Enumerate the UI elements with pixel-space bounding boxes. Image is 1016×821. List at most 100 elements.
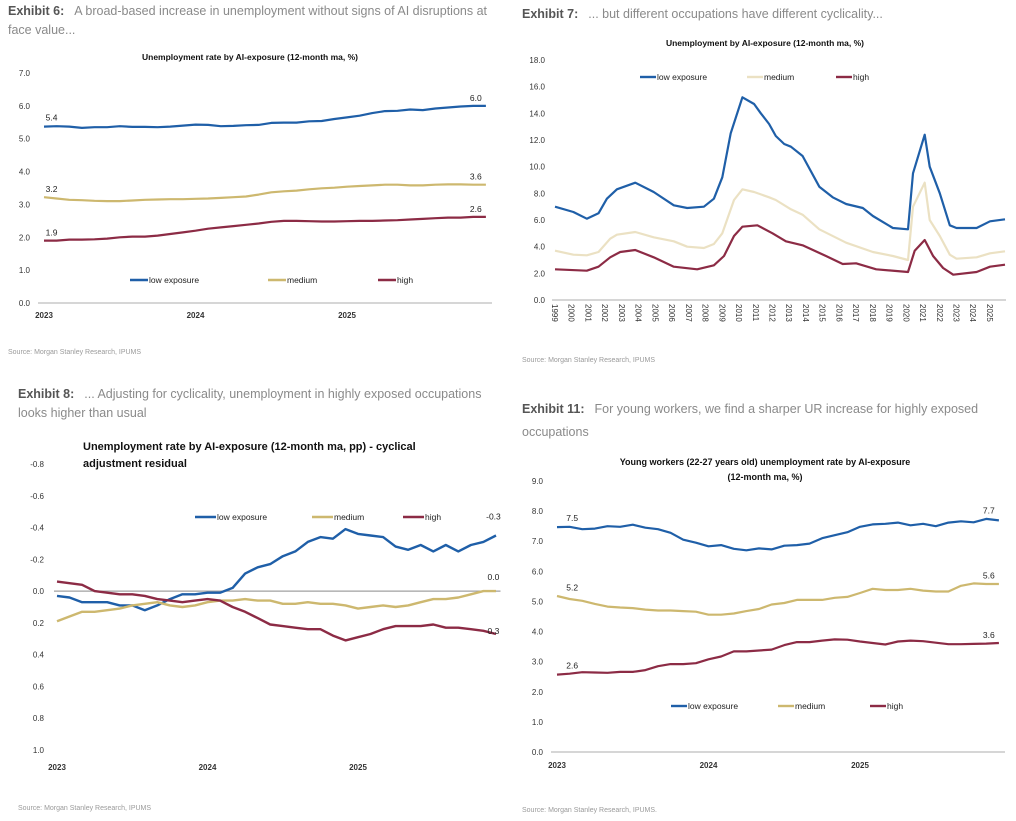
y-tick-label: 2.0 bbox=[19, 233, 31, 242]
data-label: 5.2 bbox=[566, 582, 578, 592]
x-tick-label: 2014 bbox=[801, 304, 810, 322]
series-line-medium bbox=[43, 183, 486, 203]
legend-label: high bbox=[853, 72, 869, 82]
legend-label: high bbox=[887, 701, 903, 711]
data-label: 7.7 bbox=[983, 506, 995, 516]
legend-label: medium bbox=[334, 512, 364, 522]
y-tick-label: -0.6 bbox=[30, 492, 44, 501]
series-line-low bbox=[556, 517, 1000, 552]
y-tick-label: 1.0 bbox=[532, 718, 544, 727]
x-tick-label: 2025 bbox=[338, 311, 356, 320]
y-tick-label: 5.0 bbox=[19, 135, 31, 144]
y-tick-label: 0.4 bbox=[33, 651, 45, 660]
exhibit-11-source: Source: Morgan Stanley Research, IPUMS. bbox=[522, 807, 658, 814]
data-label: 6.0 bbox=[470, 93, 482, 103]
y-tick-label: 12.0 bbox=[529, 136, 545, 145]
data-label: -0.3 bbox=[486, 511, 501, 521]
data-label: 3.2 bbox=[46, 184, 58, 194]
chart-2: Unemployment rate by AI-exposure (12-mon… bbox=[30, 441, 501, 772]
x-tick-label: 2007 bbox=[684, 304, 693, 322]
x-tick-label: 2013 bbox=[784, 304, 793, 322]
y-tick-label: 6.0 bbox=[19, 102, 31, 111]
chart-1: Unemployment by AI-exposure (12-month ma… bbox=[529, 38, 1006, 322]
exhibit-label: Exhibit 8: bbox=[18, 387, 75, 401]
legend-label: high bbox=[397, 275, 413, 285]
exhibit-caption: ... but different occupations have diffe… bbox=[588, 7, 883, 21]
y-tick-label: 0.0 bbox=[33, 587, 45, 596]
y-tick-label: 0.0 bbox=[19, 299, 31, 308]
data-label: 0.3 bbox=[488, 626, 500, 636]
x-tick-label: 2006 bbox=[667, 304, 676, 322]
legend-label: low exposure bbox=[217, 512, 267, 522]
chart-title: Unemployment rate by AI-exposure (12-mon… bbox=[83, 441, 416, 453]
x-tick-label: 2023 bbox=[548, 761, 566, 770]
x-tick-label: 2005 bbox=[650, 304, 659, 322]
y-tick-label: 6.0 bbox=[534, 216, 546, 225]
series-line-low bbox=[56, 527, 497, 612]
y-tick-label: 3.0 bbox=[532, 658, 544, 667]
y-tick-label: 4.0 bbox=[19, 168, 31, 177]
exhibit-7-header: Exhibit 7: ... but different occupations … bbox=[522, 5, 883, 24]
x-tick-label: 2024 bbox=[968, 304, 977, 322]
x-tick-label: 2015 bbox=[818, 304, 827, 322]
y-tick-label: 8.0 bbox=[532, 507, 544, 516]
y-tick-label: 10.0 bbox=[529, 163, 545, 172]
legend-label: low exposure bbox=[657, 72, 707, 82]
exhibit-caption-cont: occupations bbox=[522, 425, 589, 439]
x-tick-label: 2011 bbox=[751, 304, 760, 322]
chart-0: Unemployment rate by AI-exposure (12-mon… bbox=[19, 52, 492, 320]
exhibit-label: Exhibit 7: bbox=[522, 7, 579, 21]
y-tick-label: 6.0 bbox=[532, 567, 544, 576]
y-tick-label: 8.0 bbox=[534, 189, 546, 198]
x-tick-label: 2019 bbox=[885, 304, 894, 322]
y-tick-label: 4.0 bbox=[532, 628, 544, 637]
data-label: 0.0 bbox=[488, 572, 500, 582]
data-label: 2.6 bbox=[566, 661, 578, 671]
exhibit-label: Exhibit 6: bbox=[8, 4, 65, 18]
x-tick-label: 2002 bbox=[600, 304, 609, 322]
x-tick-label: 2024 bbox=[187, 311, 205, 320]
x-tick-label: 2001 bbox=[583, 304, 592, 322]
y-tick-label: -0.2 bbox=[30, 555, 44, 564]
y-tick-label: 0.8 bbox=[33, 714, 45, 723]
y-tick-label: 2.0 bbox=[534, 269, 546, 278]
y-tick-label: 3.0 bbox=[19, 200, 31, 209]
x-tick-label: 2009 bbox=[717, 304, 726, 322]
x-tick-label: 2017 bbox=[851, 304, 860, 322]
series-line-medium bbox=[56, 589, 496, 623]
data-label: 2.6 bbox=[470, 204, 482, 214]
x-tick-label: 2022 bbox=[935, 304, 944, 322]
x-tick-label: 2004 bbox=[634, 304, 643, 322]
x-tick-label: 2025 bbox=[349, 763, 367, 772]
series-line-low bbox=[554, 96, 1006, 231]
series-line-medium bbox=[556, 582, 999, 616]
exhibit-6-source: Source: Morgan Stanley Research, IPUMS bbox=[8, 349, 142, 356]
y-tick-label: 1.0 bbox=[19, 266, 31, 275]
exhibit-11-header: Exhibit 11: For young workers, we find a … bbox=[522, 398, 1012, 444]
series-line-medium_light bbox=[554, 181, 1006, 262]
exhibit-caption-cont: face value... bbox=[8, 23, 76, 37]
x-tick-label: 2024 bbox=[700, 761, 718, 770]
y-tick-label: 9.0 bbox=[532, 477, 544, 486]
x-tick-label: 2023 bbox=[48, 763, 66, 772]
y-tick-label: 7.0 bbox=[19, 69, 31, 78]
exhibit-caption-cont: looks higher than usual bbox=[18, 406, 147, 420]
x-tick-label: 2016 bbox=[834, 304, 843, 322]
y-tick-label: 18.0 bbox=[529, 56, 545, 65]
exhibit-caption: For young workers, we find a sharper UR … bbox=[594, 402, 979, 416]
data-label: 1.9 bbox=[46, 228, 58, 238]
legend-label: low exposure bbox=[688, 701, 738, 711]
y-tick-label: 0.2 bbox=[33, 619, 45, 628]
exhibit-label: Exhibit 11: bbox=[522, 402, 585, 416]
exhibit-caption: A broad-based increase in unemployment w… bbox=[74, 4, 488, 18]
series-line-high bbox=[56, 580, 497, 642]
data-label: 7.5 bbox=[566, 513, 578, 523]
x-tick-label: 2020 bbox=[901, 304, 910, 322]
y-tick-label: 14.0 bbox=[529, 109, 545, 118]
exhibit-7-source: Source: Morgan Stanley Research, IPUMS bbox=[522, 357, 656, 364]
x-tick-label: 1999 bbox=[550, 304, 559, 322]
data-label: 3.6 bbox=[470, 172, 482, 182]
data-label: 5.6 bbox=[983, 570, 995, 580]
chart-title: adjustment residual bbox=[83, 458, 187, 470]
